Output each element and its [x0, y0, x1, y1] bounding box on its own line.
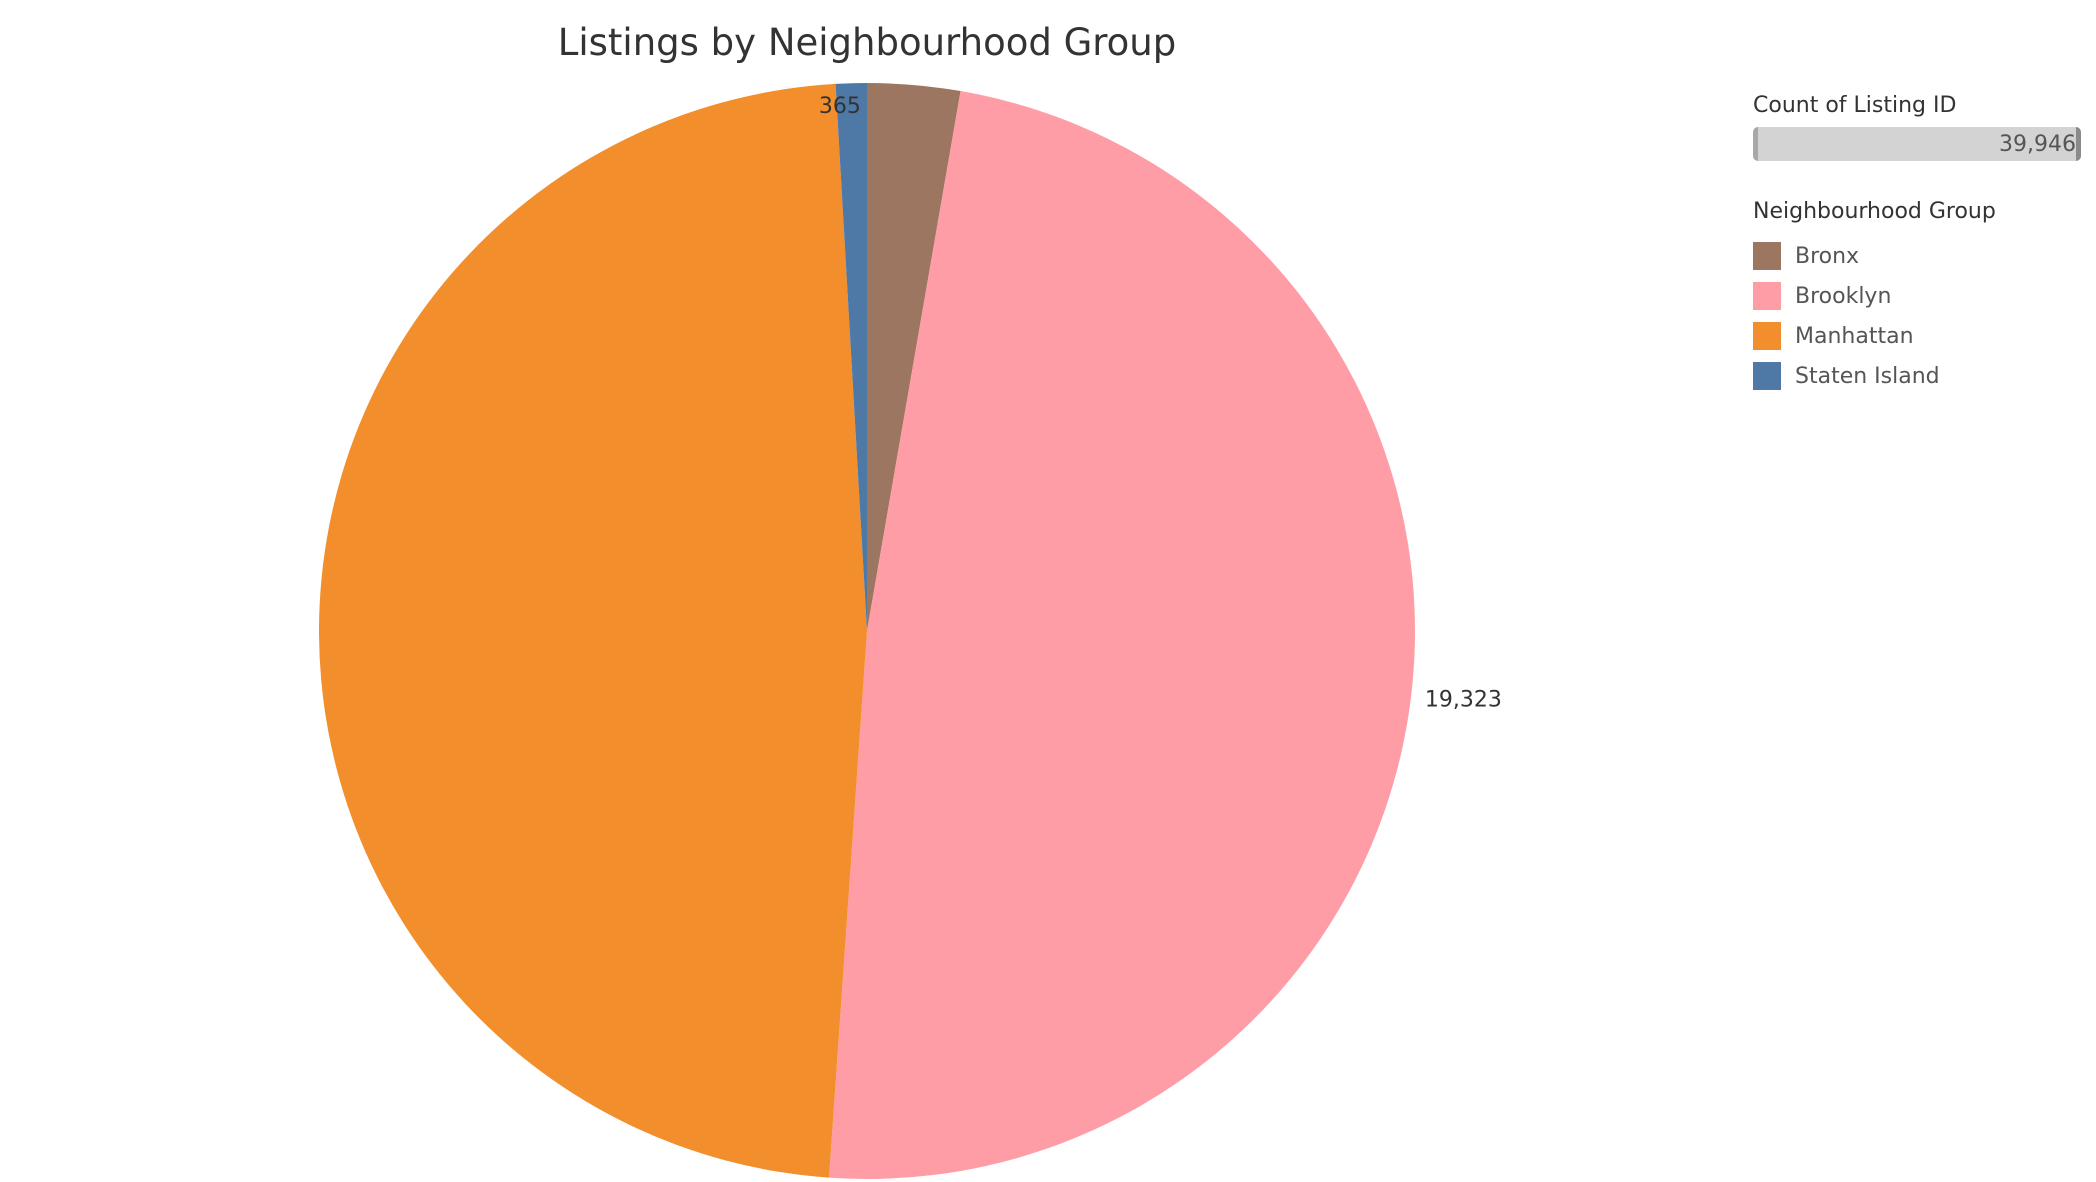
legend: Count of Listing ID 39,946 Neighbourhood… — [1753, 93, 2093, 396]
pie-slices — [319, 83, 1415, 1180]
pie-slice-bronx[interactable] — [867, 83, 961, 631]
legend-item-manhattan[interactable]: Manhattan — [1753, 316, 2093, 356]
size-legend-max-label: 39,946 — [1999, 132, 2076, 157]
pie-data-label-staten-island: 365 — [819, 94, 861, 119]
legend-label: Staten Island — [1795, 363, 1940, 389]
size-legend-bar: 39,946 — [1753, 127, 2081, 161]
pie-data-labels: 19,323 365 — [819, 94, 1502, 712]
pie-data-label-brooklyn: 19,323 — [1425, 688, 1502, 713]
legend-label: Brooklyn — [1795, 283, 1892, 309]
legend-label: Bronx — [1795, 243, 1860, 269]
legend-item-brooklyn[interactable]: Brooklyn — [1753, 276, 2093, 316]
color-legend-title: Neighbourhood Group — [1753, 199, 1996, 224]
chart-title: Listings by Neighbourhood Group — [558, 21, 1177, 64]
color-legend-list: Bronx Brooklyn Manhattan Staten Island — [1753, 236, 2093, 396]
legend-swatch — [1753, 242, 1781, 270]
legend-label: Manhattan — [1795, 323, 1914, 349]
legend-swatch — [1753, 282, 1781, 310]
pie-slice-brooklyn[interactable] — [829, 91, 1415, 1180]
legend-item-bronx[interactable]: Bronx — [1753, 236, 2093, 276]
legend-swatch — [1753, 362, 1781, 390]
pie-slice-manhattan[interactable] — [319, 83, 867, 1178]
legend-swatch — [1753, 322, 1781, 350]
legend-item-staten-island[interactable]: Staten Island — [1753, 356, 2093, 396]
size-legend-title: Count of Listing ID — [1753, 93, 1957, 118]
pie-slice-staten-island[interactable] — [835, 83, 867, 631]
